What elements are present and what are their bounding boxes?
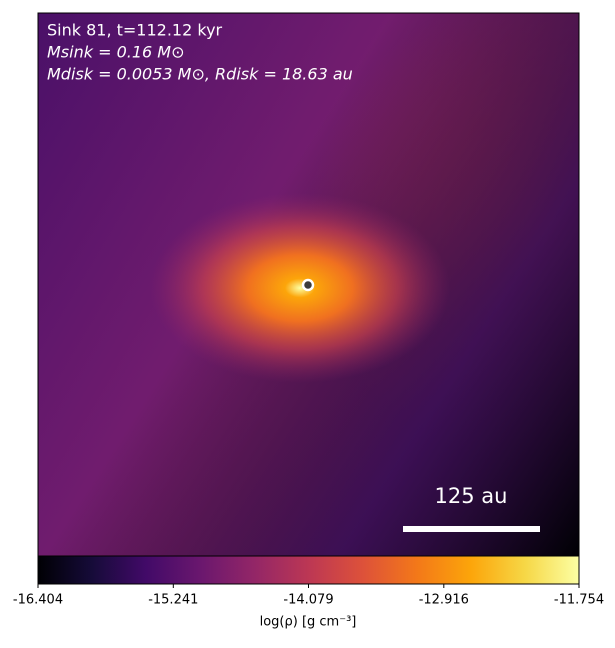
colorbar-label: log(ρ) [g cm⁻³] bbox=[260, 615, 357, 630]
colorbar-tick-label: -11.754 bbox=[554, 593, 604, 608]
sink-marker bbox=[301, 278, 315, 292]
colorbar bbox=[37, 555, 580, 585]
colorbar-tick-label: -15.241 bbox=[148, 593, 198, 608]
annotation: Msink = 0.16 M⊙ bbox=[47, 43, 185, 62]
colorbar-tick-label: -12.916 bbox=[419, 593, 469, 608]
scale-bar-label: 125 au bbox=[435, 484, 508, 508]
density-image bbox=[37, 12, 580, 557]
colorbar-tick-label: -16.404 bbox=[13, 593, 63, 608]
annotation: Sink 81, t=112.12 kyr bbox=[47, 21, 223, 40]
annotation: Mdisk = 0.0053 M⊙, Rdisk = 18.63 au bbox=[47, 65, 353, 84]
colorbar-tick-label: -14.079 bbox=[283, 593, 333, 608]
